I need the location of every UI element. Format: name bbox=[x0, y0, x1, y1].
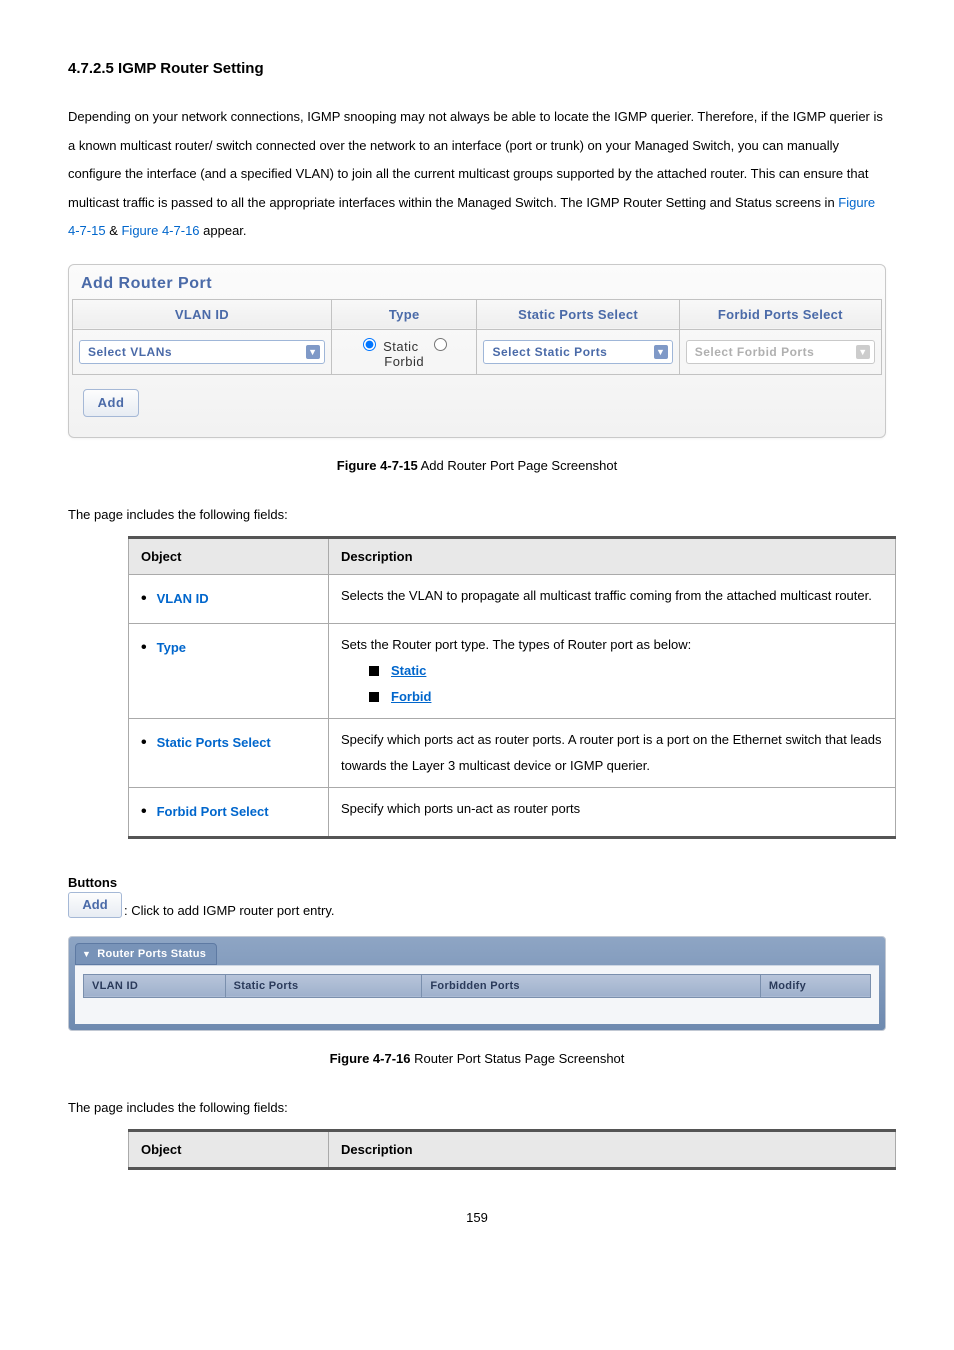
chevron-down-icon: ▼ bbox=[654, 345, 668, 359]
fields-table-2: Object Description bbox=[128, 1129, 896, 1170]
type-static-radio[interactable]: Static bbox=[358, 339, 419, 354]
square-icon bbox=[369, 692, 379, 702]
th-vlan-id: VLAN ID bbox=[73, 299, 332, 329]
sub-static-link[interactable]: Static bbox=[391, 658, 426, 684]
table-row: Type Sets the Router port type. The type… bbox=[129, 623, 896, 718]
add-button-sample[interactable]: Add bbox=[68, 892, 122, 918]
st-h-vlan: VLAN ID bbox=[84, 974, 226, 997]
chevron-down-icon: ▼ bbox=[856, 345, 870, 359]
static-ports-label: Select Static Ports bbox=[492, 345, 607, 359]
add-router-port-panel: Add Router Port VLAN ID Type Static Port… bbox=[68, 264, 886, 438]
st-h-static: Static Ports bbox=[225, 974, 422, 997]
panel-title: Add Router Port bbox=[69, 265, 885, 299]
add-button-desc: : Click to add IGMP router port entry. bbox=[124, 903, 335, 918]
sub-forbid-link[interactable]: Forbid bbox=[391, 684, 431, 710]
chevron-down-icon: ▼ bbox=[82, 949, 91, 959]
obj-vlan-id: VLAN ID bbox=[141, 591, 209, 606]
figure-caption-2: Figure 4-7-16 Router Port Status Page Sc… bbox=[68, 1051, 886, 1066]
vlan-select-dropdown[interactable]: Select VLANs ▼ bbox=[79, 340, 325, 364]
caption1-rest: Add Router Port Page Screenshot bbox=[418, 458, 617, 473]
sub-forbid: Forbid bbox=[369, 684, 883, 710]
obj-type: Type bbox=[141, 640, 186, 655]
figure-caption-1: Figure 4-7-15 Add Router Port Page Scree… bbox=[68, 458, 886, 473]
desc-type: Sets the Router port type. The types of … bbox=[341, 632, 883, 658]
add-router-port-table: VLAN ID Type Static Ports Select Forbid … bbox=[72, 299, 882, 375]
table-row: VLAN ID Selects the VLAN to propagate al… bbox=[129, 574, 896, 623]
desc-static-ports: Specify which ports act as router ports.… bbox=[329, 718, 896, 787]
forbid-ports-dropdown[interactable]: Select Forbid Ports ▼ bbox=[686, 340, 875, 364]
th-type: Type bbox=[331, 299, 477, 329]
desc-forbid-port: Specify which ports un-act as router por… bbox=[329, 787, 896, 837]
type-static-label: Static bbox=[383, 339, 419, 354]
ft2-h-desc: Description bbox=[329, 1130, 896, 1168]
figure-link-2[interactable]: Figure 4-7-16 bbox=[121, 223, 199, 238]
chevron-down-icon: ▼ bbox=[306, 345, 320, 359]
square-icon bbox=[369, 666, 379, 676]
ft-h-desc: Description bbox=[329, 537, 896, 574]
table-row: Static Ports Select Specify which ports … bbox=[129, 718, 896, 787]
static-ports-dropdown[interactable]: Select Static Ports ▼ bbox=[483, 340, 672, 364]
th-forbid-ports: Forbid Ports Select bbox=[679, 299, 881, 329]
type-forbid-label: Forbid bbox=[384, 354, 424, 369]
caption2-rest: Router Port Status Page Screenshot bbox=[411, 1051, 625, 1066]
status-tab[interactable]: ▼ Router Ports Status bbox=[75, 943, 217, 965]
status-tab-label: Router Ports Status bbox=[97, 948, 206, 960]
intro-paragraph: Depending on your network connections, I… bbox=[68, 103, 886, 246]
amp-text: & bbox=[106, 223, 122, 238]
fields-intro-2: The page includes the following fields: bbox=[68, 1100, 886, 1115]
st-h-modify: Modify bbox=[760, 974, 870, 997]
obj-forbid-port: Forbid Port Select bbox=[141, 804, 269, 819]
table-row: Forbid Port Select Specify which ports u… bbox=[129, 787, 896, 837]
fields-intro: The page includes the following fields: bbox=[68, 507, 886, 522]
fields-table: Object Description VLAN ID Selects the V… bbox=[128, 536, 896, 839]
para-text: Depending on your network connections, I… bbox=[68, 109, 883, 210]
ft2-h-object: Object bbox=[129, 1130, 329, 1168]
status-table: VLAN ID Static Ports Forbidden Ports Mod… bbox=[83, 974, 871, 998]
obj-static-ports: Static Ports Select bbox=[141, 735, 271, 750]
st-h-forbidden: Forbidden Ports bbox=[422, 974, 760, 997]
desc-vlan-id: Selects the VLAN to propagate all multic… bbox=[329, 574, 896, 623]
section-heading: 4.7.2.5 IGMP Router Setting bbox=[68, 60, 886, 77]
buttons-heading: Buttons bbox=[68, 875, 886, 890]
caption1-bold: Figure 4-7-15 bbox=[337, 458, 418, 473]
forbid-ports-label: Select Forbid Ports bbox=[695, 345, 815, 359]
page-number: 159 bbox=[68, 1210, 886, 1225]
add-button[interactable]: Add bbox=[83, 389, 139, 417]
para-tail: appear. bbox=[200, 223, 247, 238]
router-ports-status-panel: ▼ Router Ports Status VLAN ID Static Por… bbox=[68, 936, 886, 1031]
sub-static: Static bbox=[369, 658, 883, 684]
th-static-ports: Static Ports Select bbox=[477, 299, 679, 329]
ft-h-object: Object bbox=[129, 537, 329, 574]
caption2-bold: Figure 4-7-16 bbox=[330, 1051, 411, 1066]
vlan-select-label: Select VLANs bbox=[88, 345, 172, 359]
